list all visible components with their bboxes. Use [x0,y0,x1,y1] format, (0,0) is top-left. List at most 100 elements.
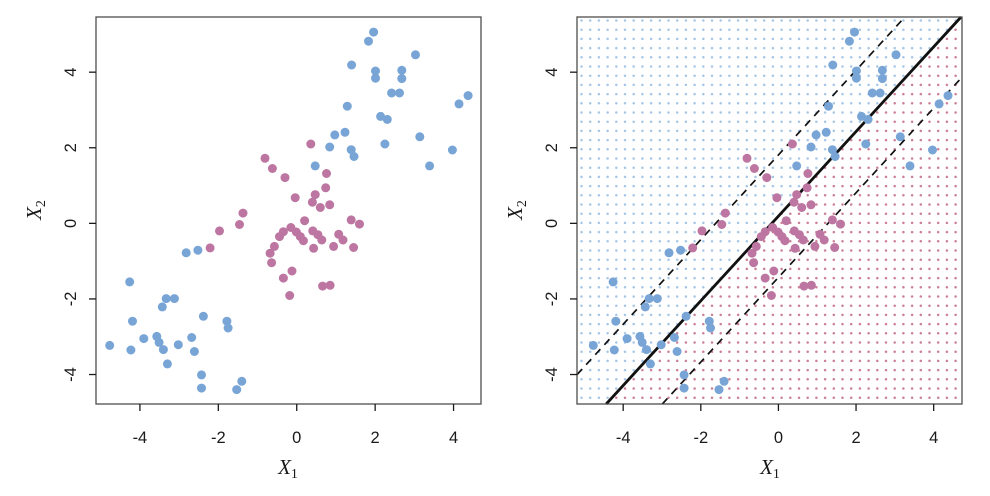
data-point-class-pink [235,220,244,229]
region-dot-pink [841,368,844,372]
region-dot-pink [893,258,896,261]
region-dot-blue [684,138,688,142]
region-dot-blue [693,221,696,225]
region-dot-blue [710,74,714,77]
region-dot-pink [702,304,705,307]
region-dot-pink [876,322,879,326]
region-dot-blue [771,129,775,133]
region-dot-blue [588,240,592,243]
region-dot-blue [806,157,809,160]
region-dot-blue [710,240,714,243]
region-dot-blue [806,166,809,169]
region-dot-pink [884,350,888,353]
region-dot-blue [606,212,609,215]
region-dot-pink [910,120,914,123]
region-dot-blue [684,230,688,234]
region-dot-pink [928,175,931,179]
region-dot-blue [710,267,714,271]
region-dot-blue [736,249,740,252]
data-point-class-pink [325,200,335,210]
region-dot-pink [841,304,844,307]
region-dot-pink [710,387,714,390]
region-dot-pink [710,378,714,381]
region-dot-blue [623,276,627,280]
x-axis-title-right: X1 [760,455,780,483]
region-dot-blue [736,230,740,234]
data-point-class-blue [704,316,714,326]
data-point-class-blue [397,65,407,75]
region-dot-pink [954,295,957,298]
region-dot-pink [910,276,914,280]
region-dot-blue [632,295,635,298]
data-point-class-blue [232,385,242,395]
region-dot-pink [954,111,957,114]
region-dot-blue [632,240,635,243]
data-point-class-blue [237,376,247,386]
region-dot-pink [876,304,879,307]
region-dot-pink [910,313,914,317]
region-dot-blue [684,56,688,59]
region-dot-pink [954,221,957,225]
region-dot-blue [623,194,627,197]
region-dot-blue [780,111,783,114]
region-dot-blue [710,138,714,142]
region-dot-blue [641,148,644,151]
region-dot-blue [841,138,844,142]
region-dot-pink [919,295,923,298]
region-dot-blue [588,148,592,151]
region-dot-blue [588,286,592,289]
region-dot-pink [806,304,809,307]
region-dot-blue [719,111,722,114]
region-dot-blue [736,175,740,179]
region-dot-pink [849,258,853,261]
region-dot-blue [745,92,749,96]
region-dot-blue [649,28,653,31]
region-dot-blue [588,295,592,298]
data-point-class-pink [310,190,320,200]
region-dot-blue [615,92,618,96]
region-dot-pink [867,194,870,197]
region-dot-blue [754,129,757,133]
region-dot-pink [902,240,905,243]
region-dot-blue [832,74,836,77]
region-dot-pink [954,184,957,188]
region-dot-pink [893,166,896,169]
region-dot-pink [954,258,957,261]
region-dot-pink [902,129,905,133]
region-dot-pink [919,240,923,243]
region-dot-pink [667,387,670,390]
region-dot-blue [754,92,757,96]
region-dot-blue [658,111,662,114]
region-dot-blue [649,332,653,335]
region-dot-blue [667,166,670,169]
data-point-class-blue [349,152,359,161]
region-dot-blue [615,65,618,68]
region-dot-blue [632,148,635,151]
region-dot-pink [884,313,888,317]
region-dot-pink [841,166,844,169]
region-dot-blue [597,65,601,68]
region-dot-blue [580,396,583,399]
region-dot-pink [902,102,905,105]
region-dot-pink [893,102,896,105]
region-dot-pink [719,350,722,353]
region-dot-pink [954,120,957,123]
region-dot-pink [849,350,853,353]
data-point-class-blue [622,334,632,344]
region-dot-pink [945,56,949,59]
region-dot-pink [667,359,670,363]
region-dot-pink [832,350,836,353]
region-dot-blue [884,28,888,31]
data-point-class-pink [329,241,339,251]
data-point-class-blue [645,359,655,369]
region-dot-pink [945,102,949,105]
region-dot-blue [815,65,818,68]
region-dot-blue [702,203,705,206]
region-dot-blue [588,74,592,77]
region-dot-pink [902,184,905,188]
region-dot-blue [832,28,836,31]
region-dot-pink [884,129,888,133]
series-class-blue [105,27,473,395]
region-dot-pink [780,368,783,372]
region-dot-blue [588,258,592,261]
